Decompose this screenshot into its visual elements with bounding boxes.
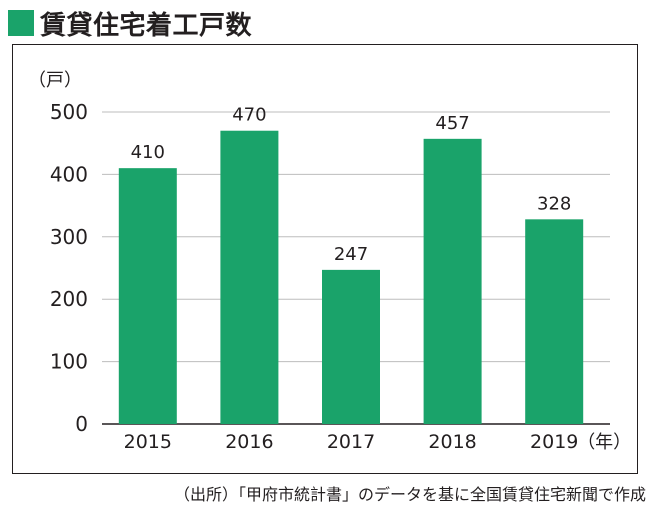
y-tick-label: 200: [50, 287, 88, 311]
x-axis-unit-label: （年）: [577, 432, 631, 453]
chart-title-row: 賃貸住宅着工戸数: [8, 6, 253, 41]
x-tick-label: 2017: [327, 431, 375, 453]
bar: [220, 130, 279, 424]
bar: [423, 138, 482, 424]
y-tick-label: 0: [75, 412, 88, 436]
y-tick-label: 400: [50, 162, 88, 186]
x-tick-label: 2015: [124, 431, 172, 453]
title-marker-square: [8, 10, 34, 36]
chart-title: 賃貸住宅着工戸数: [40, 10, 253, 41]
bar-value-label: 247: [334, 244, 368, 265]
bar-value-label: 457: [435, 113, 469, 134]
bar: [118, 168, 177, 424]
x-tick-label: 2016: [225, 431, 273, 453]
bar: [322, 269, 380, 424]
y-tick-label: 300: [50, 225, 88, 249]
y-axis-unit-label: （戸）: [28, 70, 82, 91]
x-tick-label: 2018: [428, 431, 476, 453]
y-tick-label: 100: [50, 350, 88, 374]
source-note: （出所）「甲府市統計書」のデータを基に全国賃貸住宅新聞で作成: [173, 485, 646, 504]
bar-value-label: 470: [232, 105, 266, 126]
x-tick-label: 2019: [530, 431, 578, 453]
y-tick-label: 500: [50, 100, 88, 124]
bar: [525, 219, 584, 424]
bar-value-label: 328: [537, 193, 571, 214]
bar-value-label: 410: [131, 142, 165, 163]
